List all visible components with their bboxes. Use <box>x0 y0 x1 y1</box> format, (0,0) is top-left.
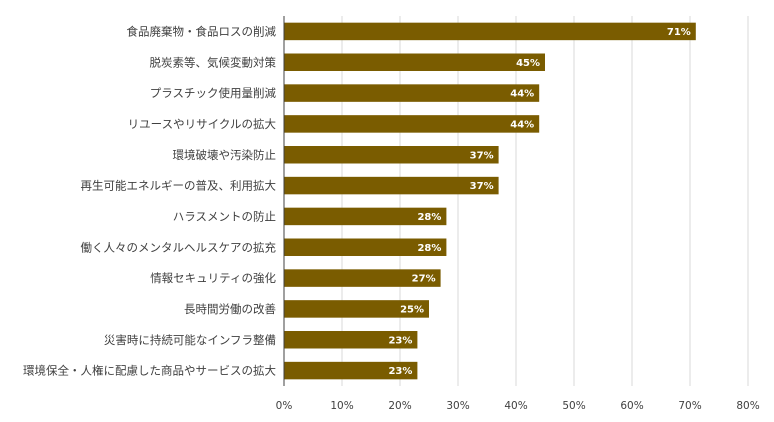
bar-value-label: 45% <box>516 58 540 69</box>
bar <box>284 22 696 41</box>
category-label: ハラスメントの防止 <box>173 209 276 223</box>
bar-value-label: 71% <box>667 27 691 38</box>
bar-value-label: 37% <box>470 150 494 161</box>
category-label: 環境破壊や汚染防止 <box>173 148 277 162</box>
category-label: 脱炭素等、気候変動対策 <box>150 55 277 69</box>
bar-value-label: 44% <box>510 119 534 130</box>
x-tick-label: 0% <box>276 400 293 412</box>
bar-value-label: 28% <box>417 212 441 223</box>
x-tick-label: 50% <box>562 400 585 412</box>
x-tick-label: 30% <box>446 400 469 412</box>
bar <box>284 331 418 349</box>
bar-value-label: 28% <box>417 243 441 254</box>
category-label: 長時間労働の改善 <box>184 302 276 316</box>
x-tick-label: 40% <box>504 400 527 412</box>
bar-value-label: 25% <box>400 304 424 315</box>
category-label: 災害時に持続可能なインフラ整備 <box>104 333 276 347</box>
bar <box>284 53 545 71</box>
category-label: 食品廃棄物・食品ロスの削減 <box>127 24 277 38</box>
bar <box>284 146 499 164</box>
bar <box>284 269 441 287</box>
bar <box>284 361 418 380</box>
category-label: プラスチック使用量削減 <box>150 86 277 100</box>
bar <box>284 207 447 226</box>
x-tick-label: 60% <box>620 400 643 412</box>
category-label: 情報セキュリティの強化 <box>150 271 276 285</box>
bar-value-label: 44% <box>510 89 534 100</box>
bar-value-label: 23% <box>388 335 412 346</box>
bar-value-label: 27% <box>412 274 436 285</box>
category-label: 働く人々のメンタルヘルスケアの拡充 <box>81 240 277 254</box>
bar-value-label: 23% <box>388 366 412 377</box>
bar-value-label: 37% <box>470 181 494 192</box>
bar <box>284 300 429 318</box>
bars: 71% 45% 44% 44% 37% 37% 28% 28% 27% 25% 23% 23% <box>284 22 696 380</box>
bar <box>284 84 540 102</box>
x-tick-label: 80% <box>736 400 759 412</box>
x-tick-label: 20% <box>388 400 411 412</box>
bar <box>284 176 499 195</box>
gridlines <box>341 16 749 386</box>
x-tick-label: 70% <box>678 400 701 412</box>
x-tick-label: 10% <box>330 400 353 412</box>
category-label: 再生可能エネルギーの普及、利用拡大 <box>81 179 277 193</box>
category-label: リユースやリサイクルの拡大 <box>128 117 277 131</box>
category-label: 環境保全・人権に配慮した商品やサービスの拡大 <box>23 364 276 378</box>
bar <box>284 115 540 133</box>
x-axis-ticks: 0% 10% 20% 30% 40% 50% 60% 70% 80% <box>276 400 760 412</box>
bar <box>284 238 447 256</box>
category-labels: 食品廃棄物・食品ロスの削減脱炭素等、気候変動対策プラスチック使用量削減リユースや… <box>23 24 276 377</box>
